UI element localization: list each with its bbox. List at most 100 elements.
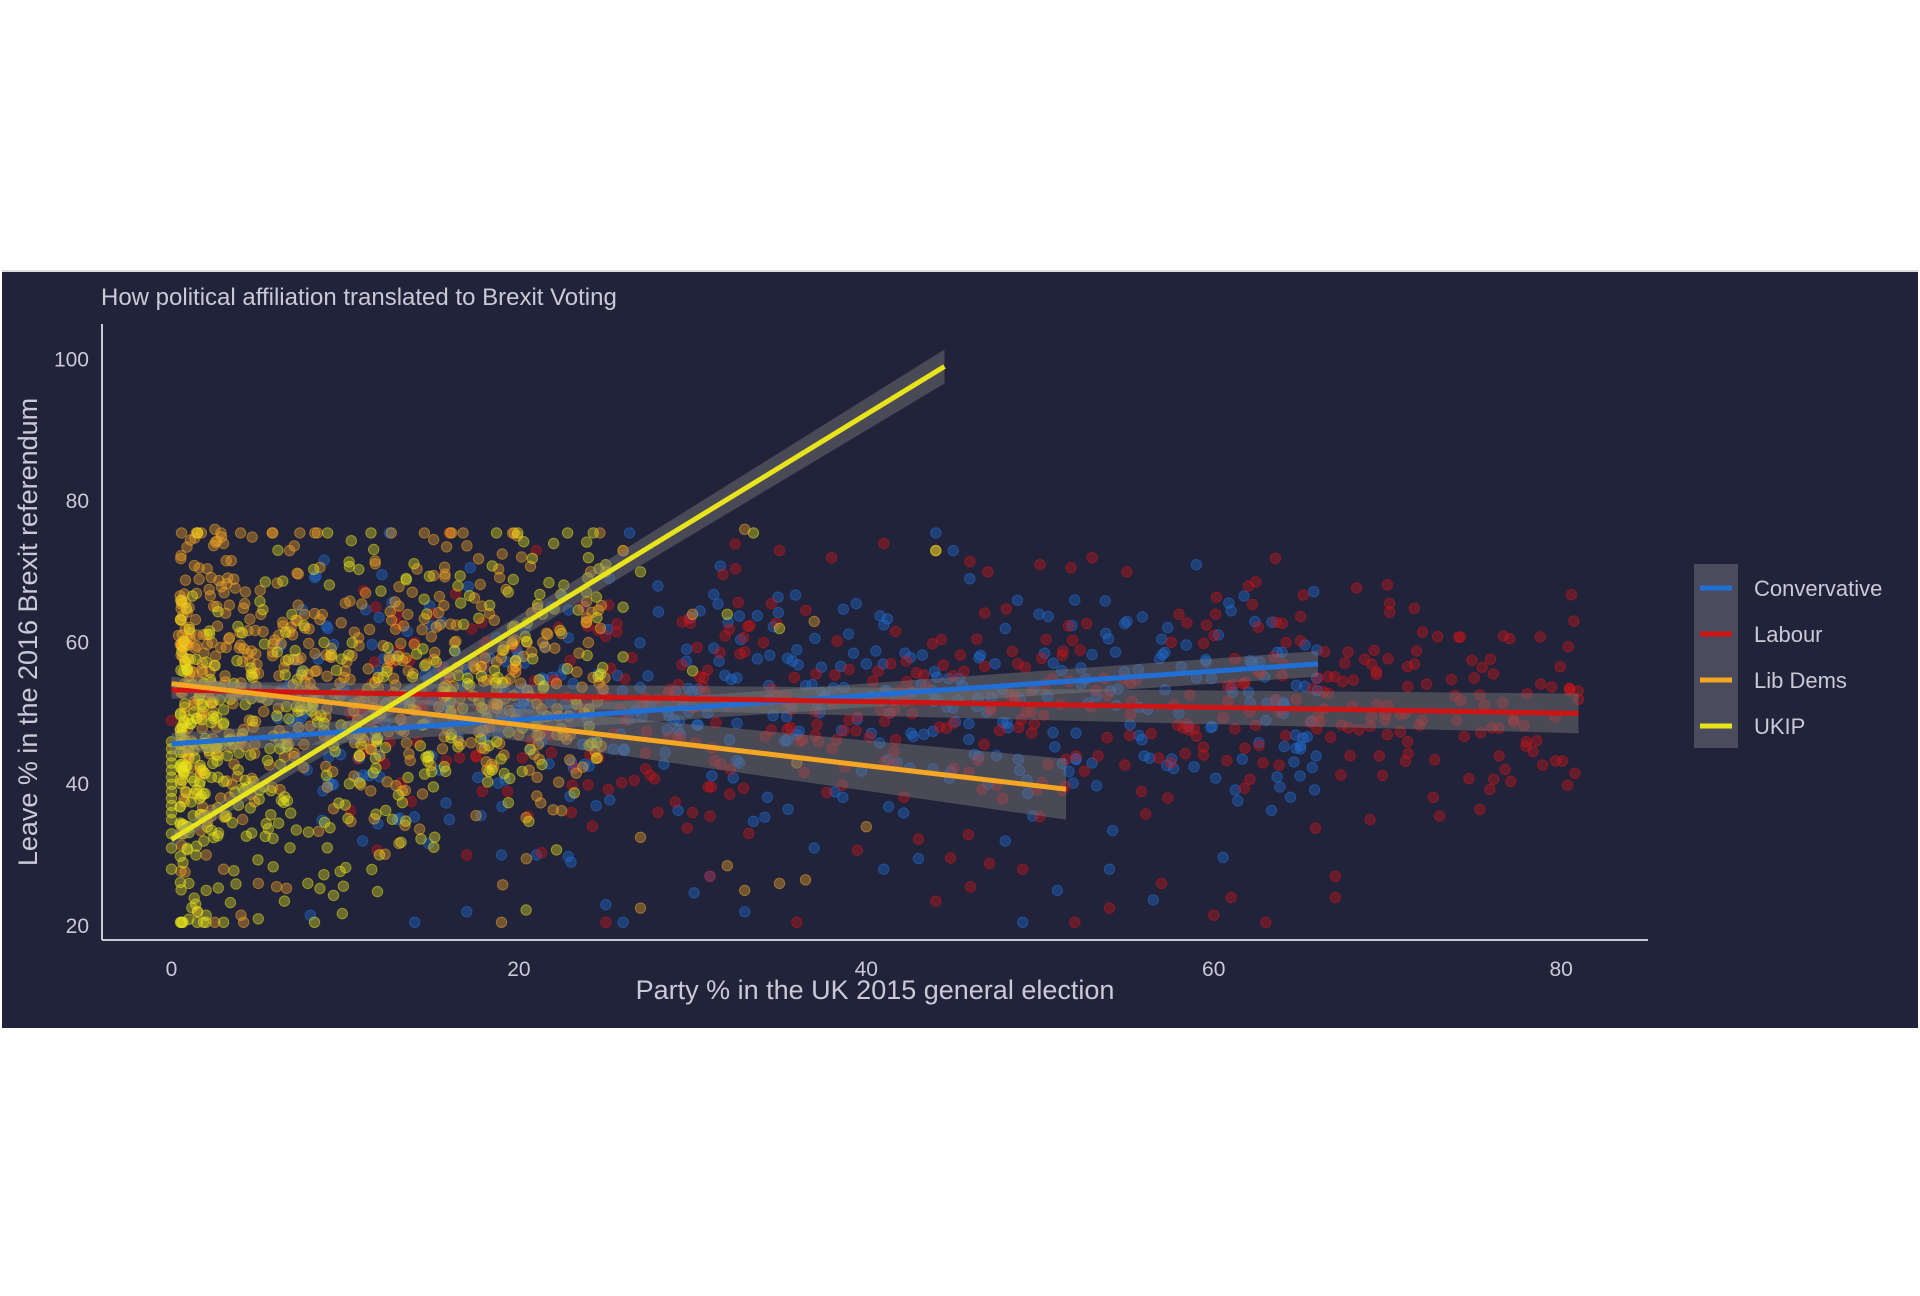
convervative-point [1225,605,1237,617]
labour-point [1165,636,1178,648]
labour-point [1564,685,1576,697]
convervative-point [1100,627,1112,640]
convervative-point [873,737,886,749]
labour-point [1102,689,1114,702]
ukip-point [244,802,257,814]
convervative-point [1217,851,1229,864]
labour-point [1179,747,1192,760]
ukip-point [547,537,560,550]
labour-point [1383,597,1396,610]
lib-dems-point [532,738,545,750]
convervative-point [806,678,818,691]
convervative-point [1271,771,1283,783]
labour-point [798,766,810,779]
labour-point [1496,696,1509,709]
labour-point [1119,759,1131,771]
labour-point [1252,621,1265,633]
lib-dems-point [535,703,548,715]
convervative-point [334,748,347,761]
convervative-point [376,569,388,581]
ukip-point [429,831,441,843]
ukip-point [267,861,279,873]
convervative-point [1013,764,1026,777]
convervative-point [999,835,1011,847]
labour-point [888,745,900,758]
lib-dems-point [181,541,193,553]
convervative-point [464,562,476,574]
labour-point [1370,668,1383,681]
labour-point [1314,715,1326,727]
convervative-point [317,785,329,797]
lib-dems-point [209,650,222,662]
ukip-point [200,656,213,668]
convervative-point [1066,619,1078,632]
ukip-point [252,854,264,866]
lib-dems-point [503,704,515,717]
ukip-point [561,527,574,539]
labour-point [812,736,825,748]
ukip-point [440,765,452,778]
convervative-point [1212,629,1225,641]
convervative-point [1278,740,1291,753]
labour-point [1140,808,1152,820]
labour-point [1458,730,1471,743]
ukip-point [561,663,573,675]
ukip-point [617,601,629,613]
convervative-point [1042,610,1054,623]
convervative-point [989,658,1001,670]
labour-point [1042,758,1054,771]
labour-point [405,795,417,808]
labour-point [971,633,983,645]
convervative-point [1274,781,1286,793]
labour-point [930,895,942,907]
ukip-point [536,758,548,771]
ukip-point [524,743,536,755]
labour-point [1342,646,1354,658]
labour-point [1429,754,1441,766]
y-tick-label: 100 [54,348,89,371]
labour-point [702,781,714,793]
convervative-point [1188,761,1200,773]
convervative-point [562,850,574,863]
labour-point [1290,693,1303,705]
convervative-point [1308,586,1320,598]
convervative-point [1206,721,1219,733]
lib-dems-point [209,523,221,535]
ukip-point [336,907,348,920]
lib-dems-point [242,625,254,637]
lib-dems-point [280,882,293,894]
ukip-point [554,624,566,637]
ukip-point [343,560,356,573]
lib-dems-point [425,631,438,643]
ukip-point [419,660,431,672]
y-tick-label: 60 [66,632,89,655]
labour-point [470,749,482,762]
convervative-point [322,622,334,635]
convervative-point [878,619,890,631]
labour-point [1535,678,1547,690]
convervative-point [1253,737,1265,749]
lib-dems-point [547,804,559,816]
labour-point [1433,810,1446,822]
lib-dems-point [432,606,445,619]
convervative-point [461,906,473,918]
labour-point [611,618,623,630]
labour-point [1101,731,1113,744]
convervative-point [562,632,574,644]
lib-dems-point [363,623,376,636]
lib-dems-point [461,540,473,552]
lib-dems-point [389,679,402,691]
convervative-point [292,717,304,729]
ukip-point [212,606,224,618]
lib-dems-point [245,645,258,657]
ukip-point [323,579,336,591]
lib-dems-point [288,747,300,759]
ukip-point [279,669,291,681]
labour-point [964,555,976,568]
lib-dems-point [860,821,872,833]
lib-dems-point [397,620,410,632]
ukip-point [373,849,386,861]
convervative-point [1306,761,1319,774]
ukip-point [283,713,295,725]
ukip-point [211,755,224,767]
